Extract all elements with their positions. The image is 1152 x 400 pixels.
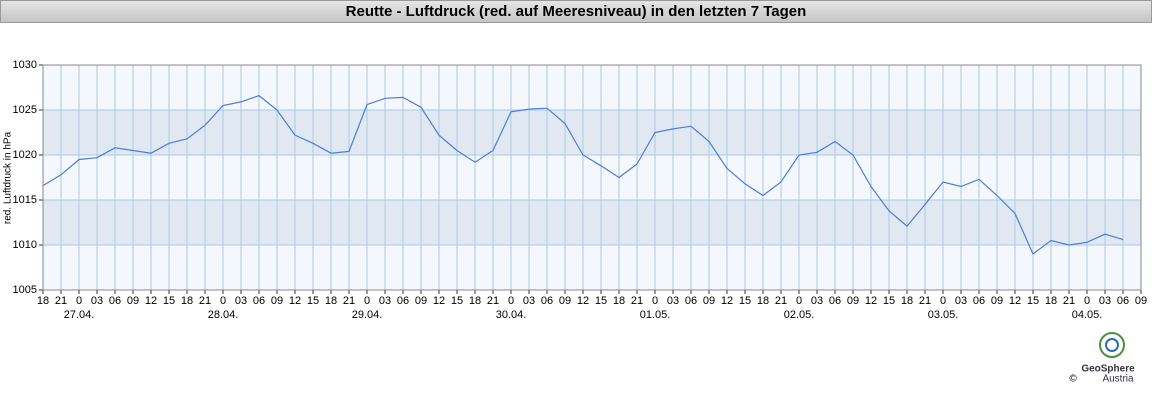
x-tick-label: 12	[721, 295, 733, 307]
x-tick-label: 15	[307, 295, 319, 307]
x-tick-label: 15	[883, 295, 895, 307]
x-tick-label: 12	[1009, 295, 1021, 307]
x-tick-label: 21	[775, 295, 787, 307]
x-date-label: 02.05.	[784, 309, 815, 321]
x-tick-label: 12	[577, 295, 589, 307]
x-tick-label: 03	[811, 295, 823, 307]
x-tick-label: 03	[523, 295, 535, 307]
x-date-label: 03.05.	[928, 309, 959, 321]
x-tick-label: 06	[973, 295, 985, 307]
x-date-label: 01.05.	[640, 309, 671, 321]
logo-icon	[1099, 332, 1125, 358]
x-tick-label: 0	[76, 295, 82, 307]
x-tick-label: 18	[325, 295, 337, 307]
x-tick-label: 09	[703, 295, 715, 307]
logo-icon	[1105, 338, 1119, 352]
x-tick-label: 03	[667, 295, 679, 307]
x-tick-label: 21	[55, 295, 67, 307]
x-tick-label: 09	[991, 295, 1003, 307]
x-tick-label: 0	[364, 295, 370, 307]
plot-frame	[42, 64, 1142, 291]
y-tick-label: 1020	[13, 149, 37, 161]
x-tick-label: 09	[1135, 295, 1147, 307]
x-tick-label: 15	[451, 295, 463, 307]
x-tick-label: 18	[757, 295, 769, 307]
x-tick-label: 12	[289, 295, 301, 307]
logo-name: GeoSphere	[1081, 364, 1135, 375]
x-tick-label: 09	[415, 295, 427, 307]
y-tick-label: 1025	[13, 104, 37, 116]
x-tick-label: 0	[1084, 295, 1090, 307]
x-tick-label: 0	[796, 295, 802, 307]
x-tick-label: 21	[1063, 295, 1075, 307]
x-tick-label: 06	[685, 295, 697, 307]
x-tick-label: 18	[1045, 295, 1057, 307]
x-date-label: 30.04.	[496, 309, 527, 321]
plot-background	[43, 65, 1141, 290]
logo-sub: Austria	[1102, 374, 1134, 385]
y-tick-label: 1015	[13, 194, 37, 206]
x-tick-label: 12	[145, 295, 157, 307]
x-tick-label: 09	[127, 295, 139, 307]
grid-band	[43, 110, 1141, 155]
x-tick-label: 06	[109, 295, 121, 307]
x-date-label: 29.04.	[352, 309, 383, 321]
x-date-label: 04.05.	[1072, 309, 1103, 321]
x-tick-label: 12	[433, 295, 445, 307]
x-tick-label: 21	[631, 295, 643, 307]
grid-band	[43, 200, 1141, 245]
x-tick-label: 21	[199, 295, 211, 307]
y-tick-label: 1030	[13, 59, 37, 71]
x-tick-label: 0	[940, 295, 946, 307]
x-tick-label: 12	[865, 295, 877, 307]
x-tick-label: 06	[253, 295, 265, 307]
y-tick-label: 1010	[13, 239, 37, 251]
x-tick-label: 15	[163, 295, 175, 307]
x-tick-label: 09	[271, 295, 283, 307]
x-tick-label: 18	[469, 295, 481, 307]
x-tick-label: 03	[235, 295, 247, 307]
x-tick-label: 06	[829, 295, 841, 307]
x-date-label: 27.04.	[64, 309, 95, 321]
x-tick-label: 06	[1117, 295, 1129, 307]
x-tick-label: 03	[91, 295, 103, 307]
y-axis-label: red. Luftdruck in hPa	[3, 131, 14, 224]
chart-title: Reutte - Luftdruck (red. auf Meeresnivea…	[346, 3, 807, 20]
x-tick-label: 03	[379, 295, 391, 307]
x-tick-label: 18	[181, 295, 193, 307]
x-tick-label: 0	[220, 295, 226, 307]
x-tick-label: 0	[508, 295, 514, 307]
data-line	[42, 94, 1124, 255]
x-tick-label: 21	[343, 295, 355, 307]
x-tick-label: 18	[37, 295, 49, 307]
x-tick-label: 06	[541, 295, 553, 307]
x-tick-label: 06	[397, 295, 409, 307]
x-tick-label: 03	[1099, 295, 1111, 307]
x-tick-label: 03	[955, 295, 967, 307]
copyright: ©	[1069, 374, 1077, 385]
x-tick-label: 15	[739, 295, 751, 307]
x-tick-label: 09	[847, 295, 859, 307]
x-tick-label: 15	[1027, 295, 1039, 307]
x-tick-label: 09	[559, 295, 571, 307]
x-date-label: 28.04.	[208, 309, 239, 321]
x-tick-label: 21	[487, 295, 499, 307]
x-tick-label: 18	[613, 295, 625, 307]
y-tick-label: 1005	[13, 284, 37, 296]
x-tick-label: 18	[901, 295, 913, 307]
x-tick-label: 15	[595, 295, 607, 307]
x-tick-label: 21	[919, 295, 931, 307]
logo: GeoSphere Austria ©	[1069, 332, 1135, 385]
x-tick-label: 0	[652, 295, 658, 307]
